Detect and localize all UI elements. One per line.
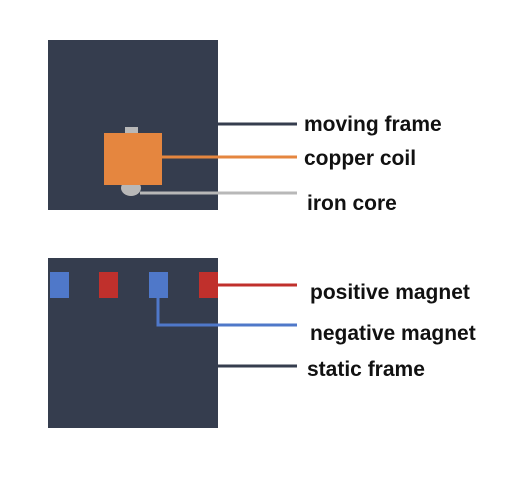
- iron-core-label: iron core: [307, 192, 397, 215]
- negative-magnet: [149, 272, 168, 298]
- iron-core-top: [125, 127, 138, 135]
- copper-coil-label: copper coil: [304, 147, 416, 170]
- negative-magnet: [50, 272, 69, 298]
- moving-frame-group: [48, 40, 218, 210]
- positive-magnet: [99, 272, 118, 298]
- negative-magnet-label: negative magnet: [310, 322, 476, 345]
- negative-magnet-leader: [156, 298, 297, 327]
- positive-magnet: [199, 272, 218, 298]
- copper-coil: [104, 133, 162, 185]
- positive-magnet-label: positive magnet: [310, 281, 470, 304]
- static-frame: [48, 258, 218, 428]
- moving-frame-label: moving frame: [304, 113, 442, 136]
- static-frame-group: [48, 258, 218, 428]
- static-frame-label: static frame: [307, 358, 425, 381]
